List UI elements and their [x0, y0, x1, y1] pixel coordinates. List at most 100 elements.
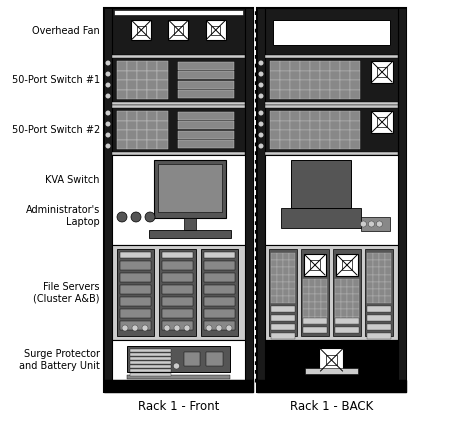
Bar [265, 8, 398, 55]
Bar [112, 152, 245, 155]
Bar [304, 254, 326, 276]
Bar [270, 61, 280, 70]
Bar [273, 20, 390, 45]
Bar [290, 139, 300, 149]
Bar [112, 105, 245, 108]
Bar [157, 90, 167, 99]
Circle shape [132, 325, 138, 331]
Bar [130, 369, 171, 372]
Bar [257, 8, 406, 392]
Bar [104, 8, 112, 380]
Circle shape [106, 132, 110, 138]
Bar [157, 121, 167, 130]
Bar [315, 302, 321, 309]
Bar [137, 139, 147, 149]
Bar [320, 111, 330, 121]
Circle shape [226, 325, 232, 331]
Bar [367, 267, 373, 274]
Bar [330, 90, 340, 99]
Bar [271, 282, 277, 289]
Bar [283, 289, 289, 296]
Bar [270, 90, 280, 99]
Bar [157, 139, 167, 149]
Bar [271, 323, 295, 329]
Bar [277, 289, 283, 296]
Bar [159, 249, 196, 336]
Bar [104, 380, 253, 392]
Bar [335, 287, 341, 294]
Bar [127, 139, 137, 149]
Bar [271, 315, 295, 321]
Bar [112, 105, 245, 155]
Bar [120, 252, 151, 258]
Bar [117, 121, 127, 130]
Bar [174, 25, 183, 35]
Bar [289, 274, 295, 282]
Bar [130, 365, 171, 368]
Bar [280, 80, 290, 90]
Circle shape [131, 212, 141, 222]
Bar [157, 111, 167, 121]
Bar [367, 305, 391, 312]
Text: Overhead Fan: Overhead Fan [32, 27, 100, 37]
Bar [310, 130, 320, 139]
Circle shape [122, 325, 128, 331]
Bar [157, 70, 167, 80]
Bar [127, 61, 137, 70]
Bar [321, 294, 327, 302]
Bar [112, 8, 245, 55]
Bar [265, 152, 398, 155]
Bar [315, 309, 321, 316]
Bar [265, 105, 398, 155]
Bar [347, 309, 353, 316]
Bar [257, 380, 406, 392]
Bar [179, 62, 234, 69]
Bar [290, 90, 300, 99]
Circle shape [117, 212, 127, 222]
Bar [137, 25, 146, 35]
Bar [280, 111, 290, 121]
Bar [277, 282, 283, 289]
Bar [265, 55, 398, 105]
Bar [112, 245, 245, 340]
Bar [309, 302, 315, 309]
Bar [269, 249, 297, 336]
Bar [204, 309, 235, 318]
Bar [320, 130, 330, 139]
Bar [320, 90, 330, 99]
Bar [120, 273, 151, 282]
Bar [257, 8, 265, 380]
Bar [340, 121, 350, 130]
Bar [130, 353, 171, 356]
Bar [320, 121, 330, 130]
Bar [277, 267, 283, 274]
Circle shape [106, 72, 110, 76]
Bar [330, 121, 340, 130]
Bar [154, 160, 226, 218]
Circle shape [216, 325, 222, 331]
Bar [277, 253, 283, 260]
Text: 50-Port Switch #2: 50-Port Switch #2 [12, 125, 100, 135]
Bar [385, 282, 391, 289]
Bar [137, 90, 147, 99]
Circle shape [106, 94, 110, 98]
Bar [300, 139, 310, 149]
Circle shape [258, 121, 264, 126]
Bar [271, 267, 277, 274]
Bar [283, 296, 289, 303]
Circle shape [376, 221, 383, 227]
Bar [290, 130, 300, 139]
Bar [373, 260, 379, 267]
Bar [310, 80, 320, 90]
Bar [379, 274, 385, 282]
Bar [371, 111, 393, 133]
Bar [340, 80, 350, 90]
Bar [303, 316, 309, 324]
Circle shape [164, 325, 170, 331]
Bar [310, 139, 320, 149]
Bar [377, 67, 387, 77]
Bar [277, 296, 283, 303]
Bar [367, 333, 391, 339]
Bar [335, 302, 341, 309]
Bar [385, 260, 391, 267]
